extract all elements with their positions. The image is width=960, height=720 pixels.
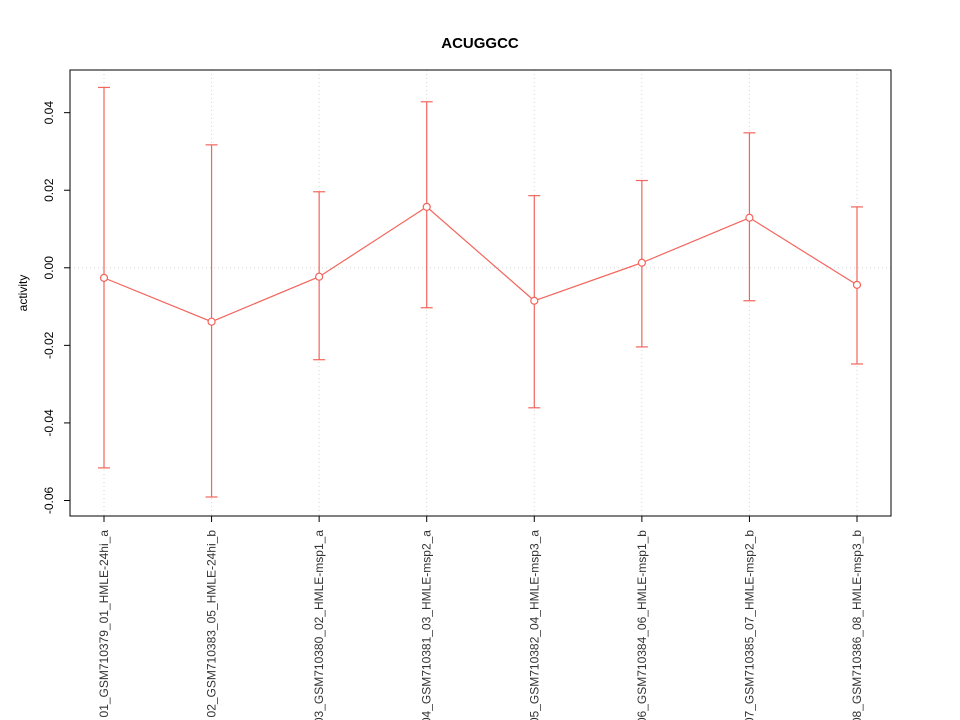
y-tick-label: 0.02 (42, 178, 56, 202)
y-axis-label: activity (16, 275, 30, 312)
y-tick-label: -0.02 (42, 331, 56, 359)
data-point (207, 317, 216, 326)
x-category-label: 01_GSM710379_01_HMLE-24hi_a (97, 530, 111, 718)
data-point (422, 202, 431, 212)
series-line (103, 206, 858, 323)
x-category-label: 07_GSM710385_07_HMLE-msp2_b (742, 530, 756, 720)
x-category-label: 08_GSM710386_08_HMLE-msp3_b (850, 530, 864, 720)
x-category-label: 04_GSM710381_03_HMLE-msp2_a (420, 530, 434, 720)
y-tick-label: 0.04 (42, 101, 56, 125)
data-point (99, 273, 109, 282)
x-category-label: 06_GSM710384_06_HMLE-msp1_b (635, 530, 649, 720)
data-point (637, 258, 646, 267)
x-category-label: 05_GSM710382_04_HMLE-msp3_a (527, 530, 541, 720)
data-point (852, 280, 862, 289)
y-tick-label: -0.06 (42, 486, 56, 514)
x-category-label: 02_GSM710383_05_HMLE-24hi_b (205, 530, 219, 718)
x-category-label: 03_GSM710380_02_HMLE-msp1_a (312, 530, 326, 720)
chart-title: ACUGGCC (441, 35, 519, 52)
data-point (315, 272, 324, 281)
data-point (745, 213, 754, 222)
plot-layer: -0.06 -0.04 -0.02 0.00 0.02 0.04 01_GSM710379_… (42, 69, 892, 720)
plot-border (69, 69, 892, 517)
y-tick-label: 0.00 (42, 256, 56, 280)
data-point (530, 296, 539, 305)
y-tick-label: -0.04 (42, 409, 56, 437)
